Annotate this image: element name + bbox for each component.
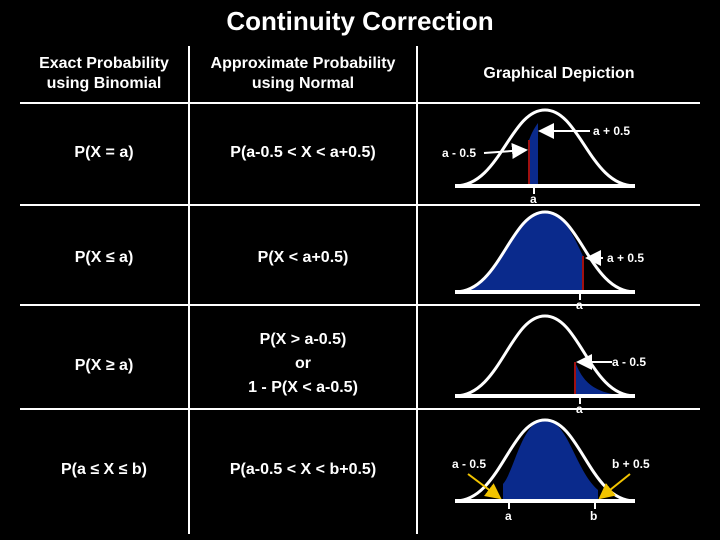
row-divider	[20, 304, 700, 306]
pointer-arrow	[467, 473, 502, 500]
slide-title: Continuity Correction	[226, 6, 494, 36]
approx-expression: P(X > a-0.5) or 1 - P(X < a-0.5)	[248, 331, 358, 396]
header-approximate-probability: Approximate Probability using Normal	[210, 55, 396, 92]
annotation-label: a	[530, 192, 537, 206]
annotation-label: a	[505, 509, 512, 523]
shaded-area	[575, 362, 635, 396]
exact-expression: P(X ≤ a)	[74, 249, 134, 266]
row-divider	[20, 102, 700, 104]
normal-curve-graph: a + 0.5 a - 0.5 a	[442, 108, 636, 206]
normal-curve-graph: a - 0.5 a	[454, 314, 646, 416]
annotation-label: a - 0.5	[452, 457, 486, 471]
normal-curve-graph: a + 0.5 a	[454, 210, 644, 312]
normal-curve	[454, 314, 636, 398]
pointer-arrow	[483, 143, 528, 159]
normal-curve	[454, 210, 636, 294]
shaded-area	[529, 123, 538, 186]
annotation-label: a	[576, 298, 583, 312]
header-exact-probability: Exact Probability using Binomial	[39, 55, 169, 92]
exact-expression: P(X ≥ a)	[74, 357, 134, 374]
normal-curve-graph: a - 0.5 b + 0.5 a b	[452, 418, 650, 523]
column-divider	[416, 46, 418, 534]
column-divider	[188, 46, 190, 534]
annotation-label: a + 0.5	[593, 124, 630, 138]
comparison-table: Exact Probability using Binomial Approxim…	[20, 46, 700, 534]
row-divider	[20, 204, 700, 206]
approx-expression: P(a-0.5 < X < b+0.5)	[229, 461, 377, 478]
annotation-label: b + 0.5	[612, 457, 650, 471]
header-graphical-depiction: Graphical Depiction	[483, 65, 635, 82]
exact-expression: P(a ≤ X ≤ b)	[60, 461, 147, 478]
approx-expression: P(X < a+0.5)	[257, 249, 349, 266]
exact-expression: P(X = a)	[74, 144, 134, 161]
pointer-arrow	[598, 473, 631, 500]
annotation-label: a - 0.5	[612, 355, 646, 369]
normal-curve	[454, 418, 636, 503]
annotation-label: b	[590, 509, 597, 523]
annotation-label: a	[576, 402, 583, 416]
normal-curve	[454, 108, 636, 188]
approx-expression: P(a-0.5 < X < a+0.5)	[230, 144, 376, 161]
shaded-area	[503, 420, 598, 501]
row-divider	[20, 408, 700, 410]
shaded-area	[455, 212, 583, 292]
annotation-label: a - 0.5	[442, 146, 476, 160]
annotation-label: a + 0.5	[607, 251, 644, 265]
